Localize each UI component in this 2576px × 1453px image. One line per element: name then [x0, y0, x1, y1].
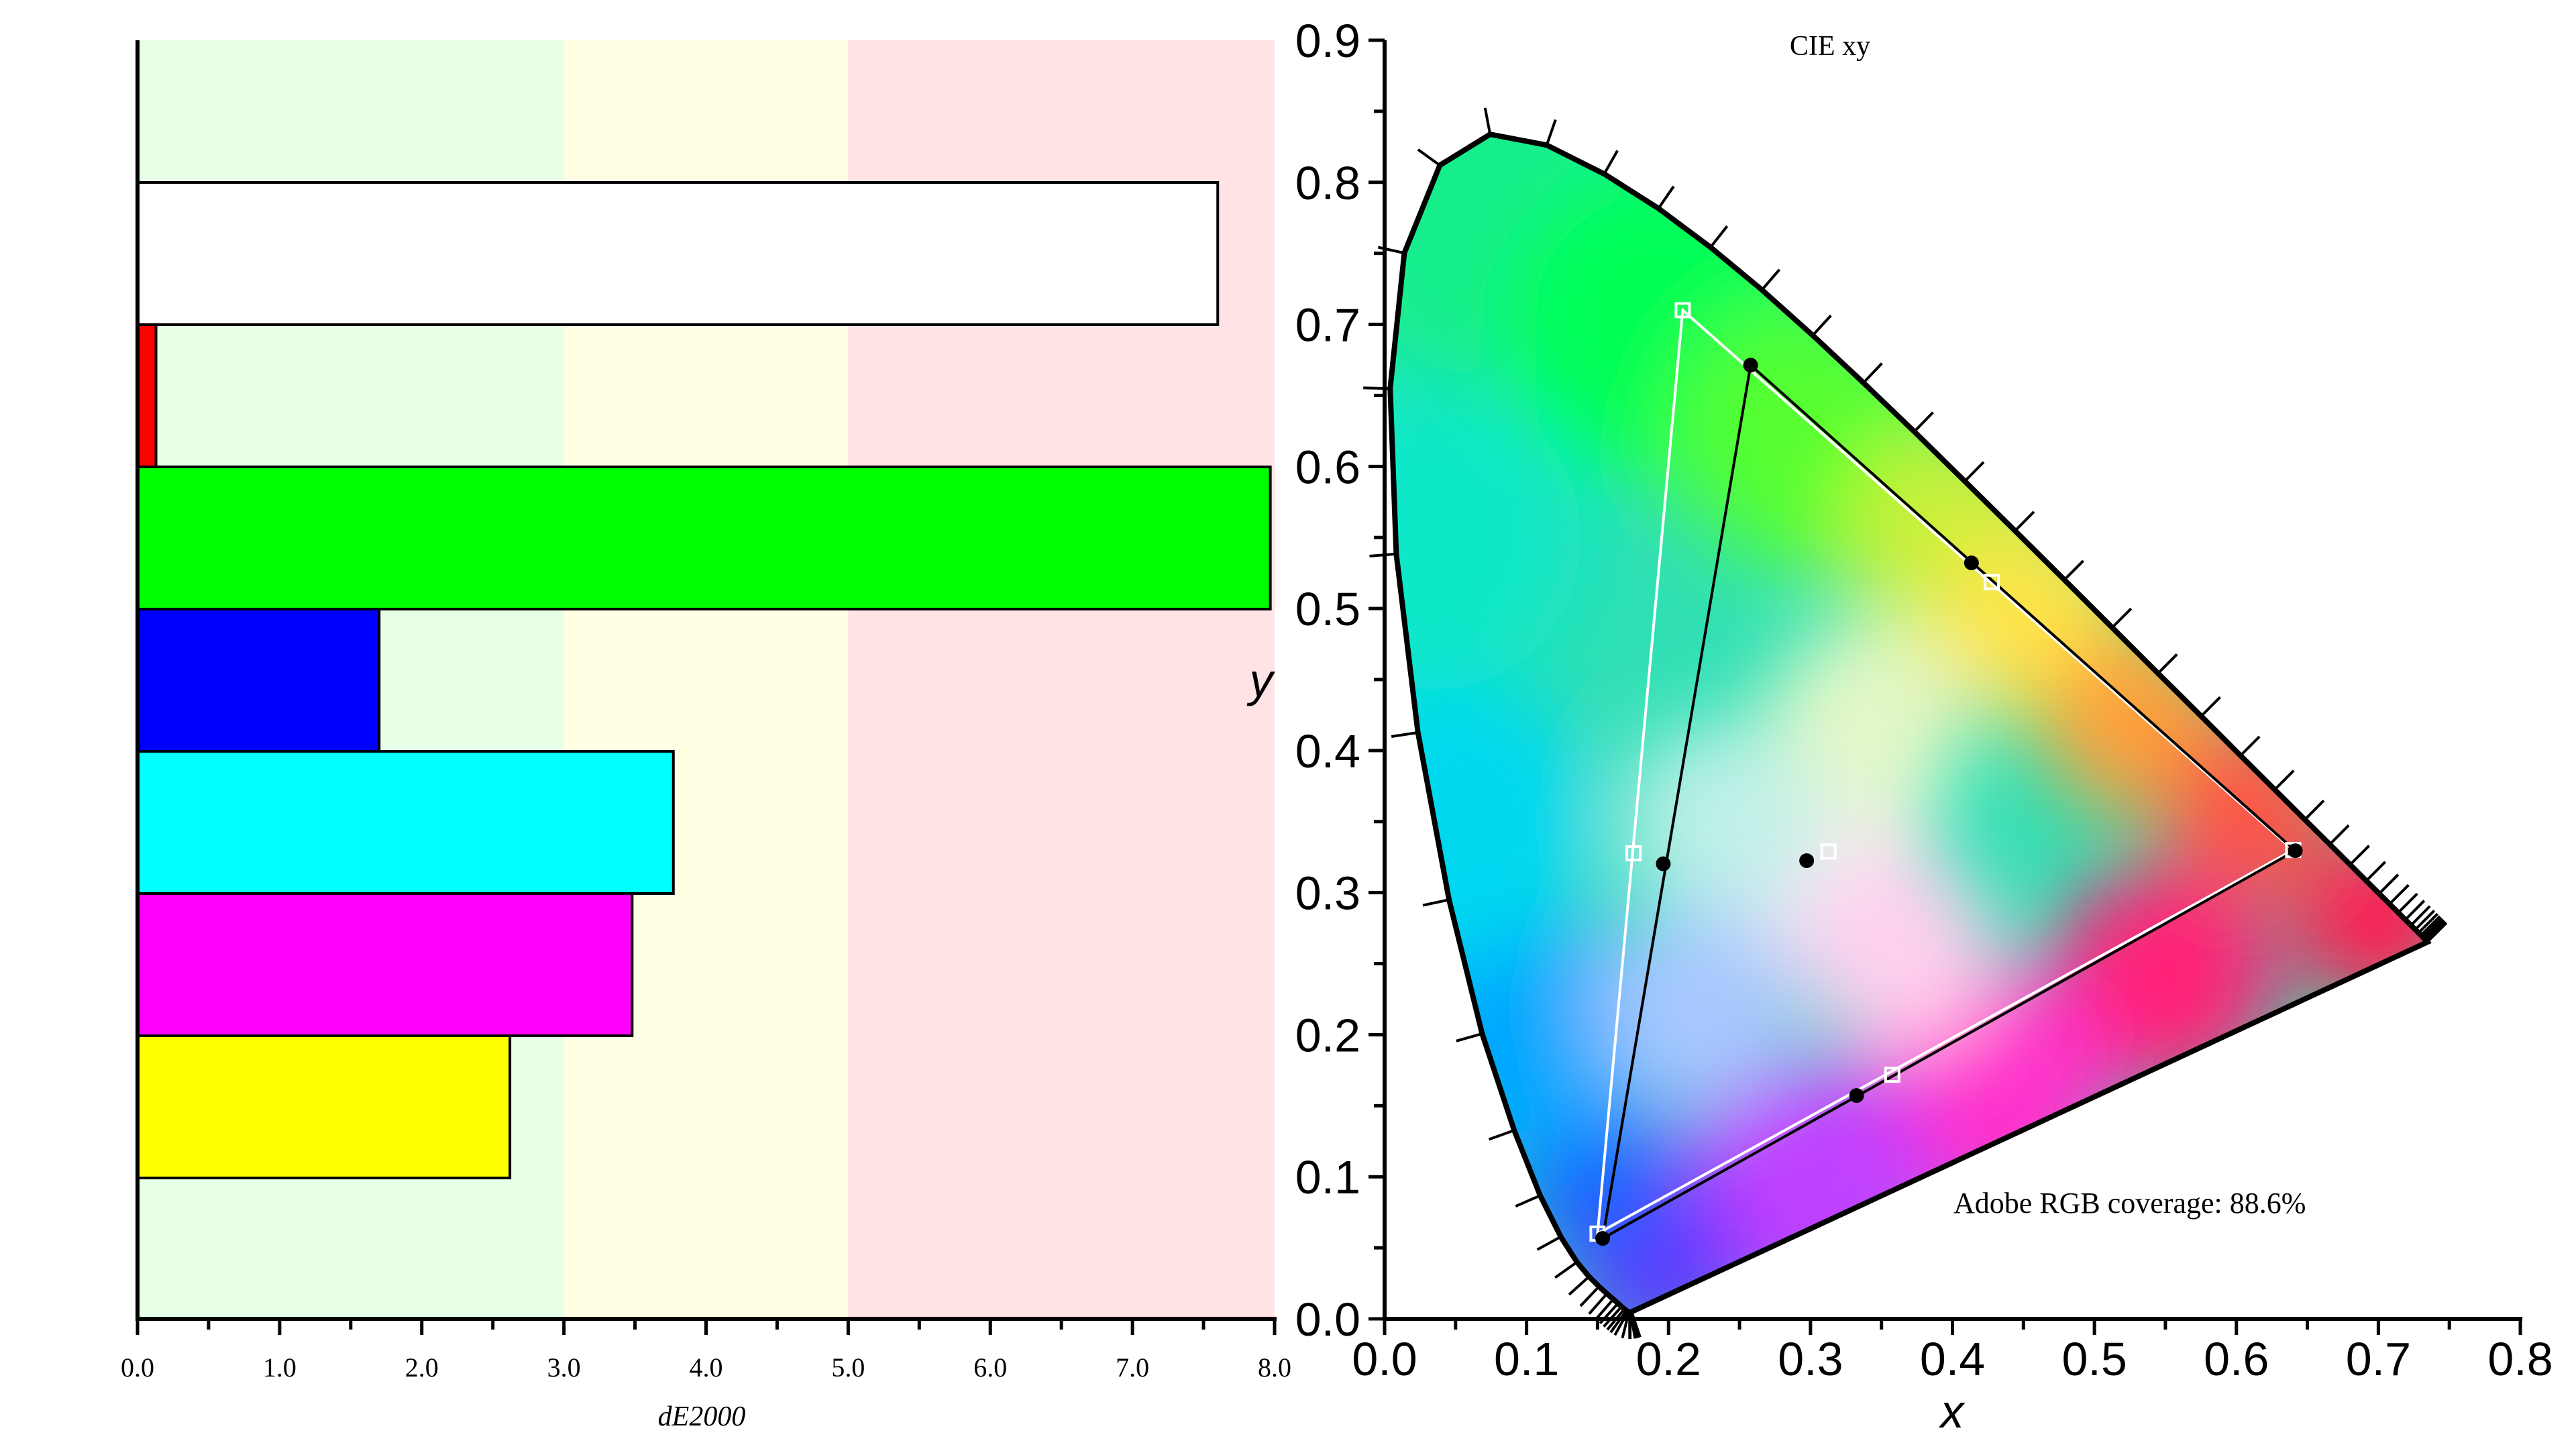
de2000-bar-chart: 0.0 1.0 2.0 3.0 4.0 5.0 6.0 7.0 8.0 dE2000	[121, 40, 1291, 1432]
locus-tick	[1813, 315, 1831, 335]
locus-tick	[1580, 1287, 1599, 1306]
locus-tick	[2411, 906, 2430, 925]
cie-x-tick-label: 0.1	[1494, 1333, 1559, 1385]
cie-y-tick-label: 0.4	[1295, 725, 1360, 777]
cie-y-axis-label: y	[1247, 654, 1276, 706]
bar-chart-x-tick-label: 8.0	[1258, 1352, 1291, 1383]
locus-tick	[1711, 226, 1727, 247]
locus-tick	[1515, 1195, 1540, 1206]
cie-y-tick-label: 0.7	[1295, 299, 1360, 352]
cie-x-axis-label: x	[1939, 1385, 1966, 1438]
cie-x-tick-label: 0.6	[2204, 1333, 2269, 1385]
measured-point	[2288, 843, 2303, 858]
locus-tick	[2390, 885, 2408, 904]
bar-chart-x-tick-label: 3.0	[547, 1352, 581, 1383]
locus-tick	[2064, 561, 2083, 580]
locus-tick	[2305, 800, 2324, 819]
cie-y-tick-label: 0.0	[1295, 1293, 1360, 1346]
locus-tick	[1915, 413, 1933, 432]
cie-chart-title: CIE xy	[1790, 31, 1870, 62]
cie-y-tick-label: 0.6	[1295, 441, 1360, 493]
locus-tick	[1456, 1034, 1482, 1041]
gamut-fill-blobs	[1273, 36, 2465, 1349]
bar-chart-x-tick-label: 0.0	[121, 1352, 154, 1383]
cie-y-tick-label: 0.9	[1295, 15, 1360, 67]
locus-tick	[2201, 697, 2220, 716]
cie-x-tick-label: 0.5	[2061, 1333, 2127, 1385]
cie-x-tick-label: 0.4	[1920, 1333, 1985, 1385]
cie-x-tick-label: 0.8	[2487, 1333, 2553, 1385]
locus-tick	[1489, 1130, 1515, 1140]
bar-chart-x-ticks: 0.0 1.0 2.0 3.0 4.0 5.0 6.0 7.0 8.0	[121, 1319, 1291, 1383]
cie-y-tick-label: 0.2	[1295, 1009, 1360, 1061]
cie-x-tick-label: 0.7	[2346, 1333, 2411, 1385]
cie-y-tick-label: 0.8	[1295, 157, 1360, 209]
locus-tick	[2112, 608, 2131, 627]
cie-x-tick-label: 0.2	[1636, 1333, 1701, 1385]
measured-point	[1743, 358, 1758, 372]
locus-tick	[1538, 1237, 1561, 1250]
cie-xy-chart: 0.0 0.1 0.2 0.3 0.4 0.5 0.6 0.7 0.8 0.0 0.1 0.2 0.3 0…	[1247, 0, 2576, 1450]
cie-y-tick-label: 0.1	[1295, 1151, 1360, 1203]
cie-x-tick-label: 0.0	[1352, 1333, 1417, 1385]
locus-tick	[2330, 825, 2349, 844]
locus-tick	[1423, 900, 1449, 905]
cie-y-tick-label: 0.5	[1295, 583, 1360, 635]
locus-tick	[2379, 875, 2398, 894]
locus-tick	[2241, 737, 2259, 755]
measured-point	[1799, 853, 1814, 868]
bar-4	[138, 751, 674, 894]
bar-chart-x-tick-label: 5.0	[831, 1352, 865, 1383]
locus-tick	[2158, 654, 2177, 673]
locus-tick	[1864, 364, 1882, 383]
locus-tick	[1604, 150, 1617, 174]
bar-6	[138, 1036, 510, 1178]
locus-tick	[1965, 462, 1984, 482]
locus-tick	[1569, 1277, 1589, 1295]
bar-chart-x-tick-label: 1.0	[263, 1352, 297, 1383]
locus-tick	[2366, 862, 2385, 881]
bar-3	[138, 609, 379, 751]
locus-tick	[2275, 771, 2294, 790]
measured-point	[1849, 1088, 1864, 1103]
locus-tick	[1555, 1262, 1577, 1278]
bar-chart-x-tick-label: 6.0	[973, 1352, 1007, 1383]
coverage-annotation: Adobe RGB coverage: 88.6%	[1953, 1187, 2306, 1220]
bar-0	[138, 182, 1218, 325]
locus-tick	[2350, 846, 2369, 865]
measured-point	[1595, 1231, 1610, 1246]
bar-chart-x-tick-label: 2.0	[405, 1352, 439, 1383]
bar-1	[138, 325, 156, 467]
locus-tick	[1547, 120, 1556, 146]
locus-tick	[1762, 270, 1779, 290]
cie-x-tick-label: 0.3	[1778, 1333, 1843, 1385]
bar-chart-x-tick-label: 4.0	[690, 1352, 723, 1383]
locus-tick	[1391, 733, 1418, 737]
gamut-color-fill	[1273, 0, 2576, 1450]
measured-point	[1656, 857, 1670, 871]
bar-chart-x-tick-label: 7.0	[1116, 1352, 1149, 1383]
bar-2	[138, 467, 1271, 609]
locus-tick	[1658, 186, 1674, 209]
locus-tick	[2015, 512, 2034, 531]
bar-5	[138, 894, 632, 1036]
locus-tick	[1418, 150, 1440, 165]
bar-chart-x-axis-label: dE2000	[658, 1401, 746, 1432]
measured-point	[1964, 555, 1979, 570]
locus-tick	[1485, 108, 1490, 134]
cie-y-tick-label: 0.3	[1295, 867, 1360, 920]
